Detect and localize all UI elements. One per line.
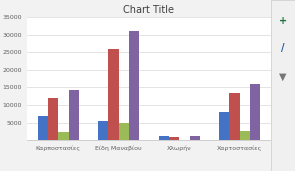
Bar	[250, 84, 260, 140]
Bar	[98, 121, 109, 140]
Bar	[48, 98, 58, 140]
Bar	[169, 137, 179, 140]
Bar	[189, 136, 200, 140]
Text: ▼: ▼	[279, 72, 287, 82]
Text: /: /	[281, 43, 285, 53]
Text: +: +	[279, 16, 287, 25]
Bar	[109, 49, 119, 140]
Bar	[119, 123, 129, 140]
Bar	[240, 131, 250, 140]
Bar	[219, 112, 230, 140]
Bar	[68, 90, 79, 140]
Bar	[159, 136, 169, 140]
Bar	[129, 31, 139, 140]
Title: Chart Title: Chart Title	[124, 5, 174, 15]
Bar	[230, 93, 240, 140]
Legend: Series1, Series2, Series3, Series4: Series1, Series2, Series3, Series4	[81, 170, 207, 171]
Bar	[38, 116, 48, 140]
Bar	[58, 133, 68, 140]
